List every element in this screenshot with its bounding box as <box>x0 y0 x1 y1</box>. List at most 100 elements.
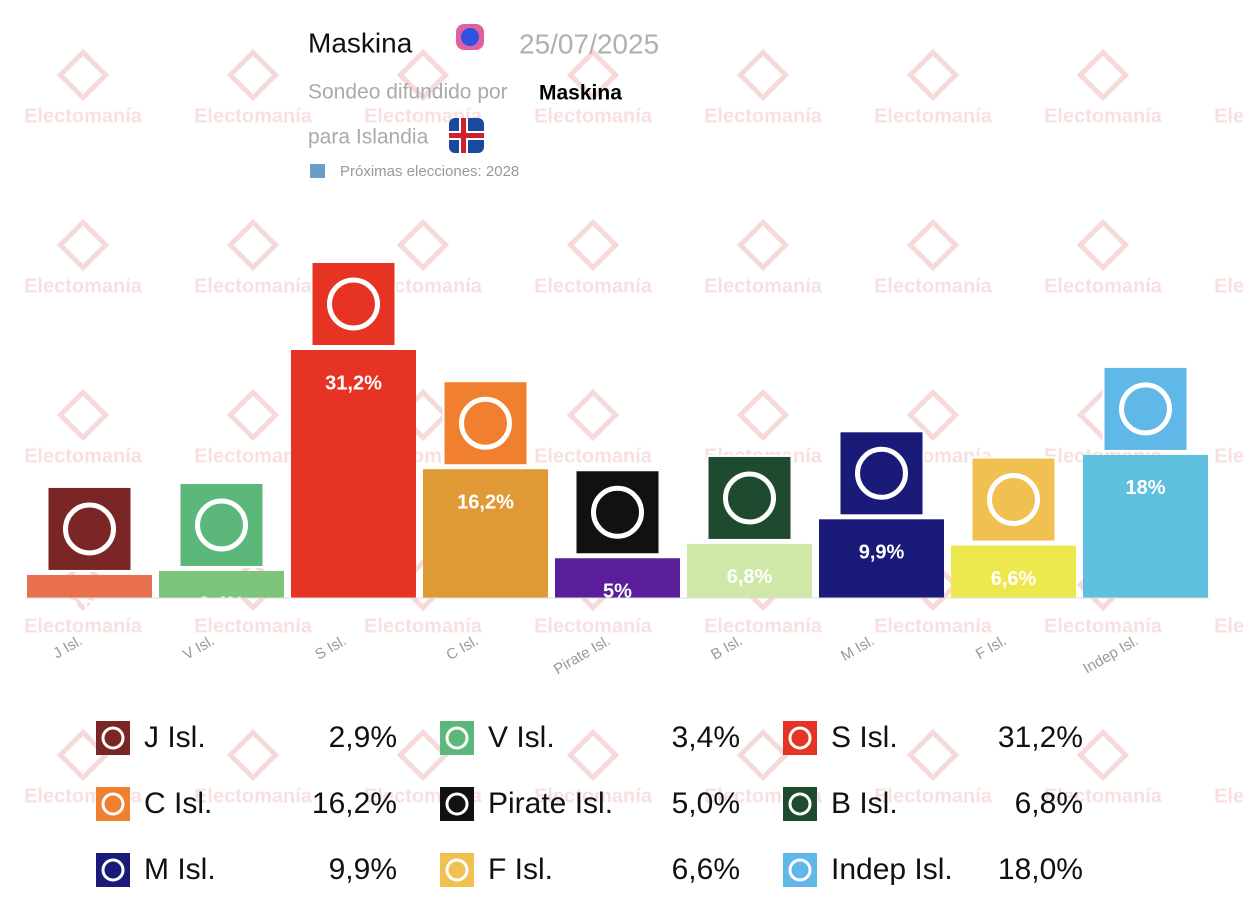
watermark-text: Electomanía <box>534 105 653 127</box>
bar <box>951 545 1076 598</box>
value-label: 6,8% <box>727 566 773 588</box>
legend-name: S Isl. <box>831 721 898 754</box>
watermark-logo <box>56 388 110 442</box>
legend-icon <box>96 721 130 755</box>
watermark-logo <box>736 728 790 782</box>
watermark-logo <box>906 48 960 102</box>
x-tick-label: S Isl. <box>312 632 349 663</box>
watermark-text: Electomanía <box>1214 275 1244 297</box>
legend-name: C Isl. <box>144 787 212 820</box>
party-icon <box>310 261 397 347</box>
value-label: 2,9% <box>67 597 113 619</box>
party-icon <box>838 430 925 517</box>
legend: J Isl. 2,9% V Isl. 3,4% S Isl. 31,2% C Isl. 16,… <box>96 721 1083 887</box>
legend-value: 6,8% <box>1015 787 1083 820</box>
party-icon-mark <box>723 471 776 525</box>
bar <box>291 350 416 598</box>
legend-name: M Isl. <box>144 853 216 886</box>
legend-name: J Isl. <box>144 721 206 754</box>
watermark-text: Electomanía <box>194 785 313 807</box>
legend-value: 2,9% <box>329 721 397 754</box>
watermark-text: Electomanía <box>194 615 313 637</box>
watermark-text: Electomanía <box>1044 785 1163 807</box>
pollster: Maskina <box>308 27 413 58</box>
party-icon-mark <box>987 473 1040 527</box>
watermark-text: Electomanía <box>1214 105 1244 127</box>
watermark-text: Electomanía <box>1214 785 1244 807</box>
watermark-text: Electomanía <box>364 615 483 637</box>
ballot-icon <box>310 164 325 178</box>
watermark-text: Electomanía <box>534 445 653 467</box>
flag <box>449 118 484 153</box>
watermark-text: Electomanía <box>194 105 313 127</box>
watermark-logo <box>566 48 620 102</box>
legend-icon-mark <box>445 726 469 750</box>
watermark-logo <box>396 218 450 272</box>
party-icon <box>970 456 1057 543</box>
legend-icon <box>783 721 817 755</box>
legend-icon <box>440 853 474 887</box>
watermark-logo <box>56 48 110 102</box>
party-icon-mark <box>195 498 248 552</box>
watermark-text: Electomanía <box>1044 105 1163 127</box>
bar <box>159 570 284 598</box>
legend-icon <box>440 721 474 755</box>
watermarks: Electomanía Electomanía Electomanía Electom… <box>24 48 1244 807</box>
watermark-logo <box>906 218 960 272</box>
value-label: 6,6% <box>991 568 1037 590</box>
bar <box>1083 454 1208 598</box>
watermark-logo <box>226 48 280 102</box>
poll-date: 25/07/2025 <box>519 28 659 59</box>
legend-icon <box>96 853 130 887</box>
legend-name: F Isl. <box>488 853 553 886</box>
legend-icon <box>440 787 474 821</box>
watermark-text: Electomanía <box>194 275 313 297</box>
legend-icon-mark <box>101 858 125 882</box>
watermark-text: Electomanía <box>24 275 143 297</box>
watermark-text: Electomanía <box>1214 615 1244 637</box>
watermark-logo <box>906 728 960 782</box>
value-label: 18% <box>1125 477 1165 499</box>
watermark-text: Electomanía <box>704 615 823 637</box>
legend-icon-mark <box>101 726 125 750</box>
watermark-logo <box>56 218 110 272</box>
spread-by-name: Maskina <box>539 82 622 105</box>
watermark-text: Electomanía <box>24 105 143 127</box>
legend-value: 3,4% <box>672 721 740 754</box>
watermark-text: Electomanía <box>704 275 823 297</box>
value-label: 16,2% <box>457 492 514 514</box>
watermark-logo <box>1076 728 1130 782</box>
party-icon <box>46 485 133 572</box>
bar <box>423 469 548 598</box>
party-icon <box>178 481 265 568</box>
legend-name: V Isl. <box>488 721 555 754</box>
legend-icon-mark <box>788 858 812 882</box>
watermark-logo <box>396 728 450 782</box>
watermark-text: Electomanía <box>874 785 993 807</box>
party-icon-mark <box>63 502 116 556</box>
country: para Islandia <box>308 126 429 149</box>
x-tick-label: Pirate Isl. <box>551 632 614 678</box>
watermark-logo <box>566 218 620 272</box>
legend-name: Indep Isl. <box>831 853 953 886</box>
watermark-text: Electomanía <box>1044 615 1163 637</box>
party-icon-mark <box>459 396 512 450</box>
legend-icon-mark <box>445 792 469 816</box>
watermark-logo <box>226 388 280 442</box>
watermark-text: Electomanía <box>24 615 143 637</box>
legend-icon-mark <box>788 726 812 750</box>
party-icon-mark <box>591 485 644 539</box>
watermark-text: Electomanía <box>1044 275 1163 297</box>
watermark-logo <box>906 388 960 442</box>
watermark-text: Electomanía <box>534 275 653 297</box>
party-icon-mark <box>855 446 908 500</box>
watermark-text: Electomanía <box>1214 445 1244 467</box>
watermark-logo <box>226 728 280 782</box>
watermark-logo <box>736 388 790 442</box>
next-elections: Próximas elecciones: 2028 <box>340 163 519 180</box>
legend-name: Pirate Isl. <box>488 787 613 820</box>
legend-value: 6,6% <box>672 853 740 886</box>
watermark-text: Electomanía <box>534 615 653 637</box>
value-label: 31,2% <box>325 372 382 394</box>
